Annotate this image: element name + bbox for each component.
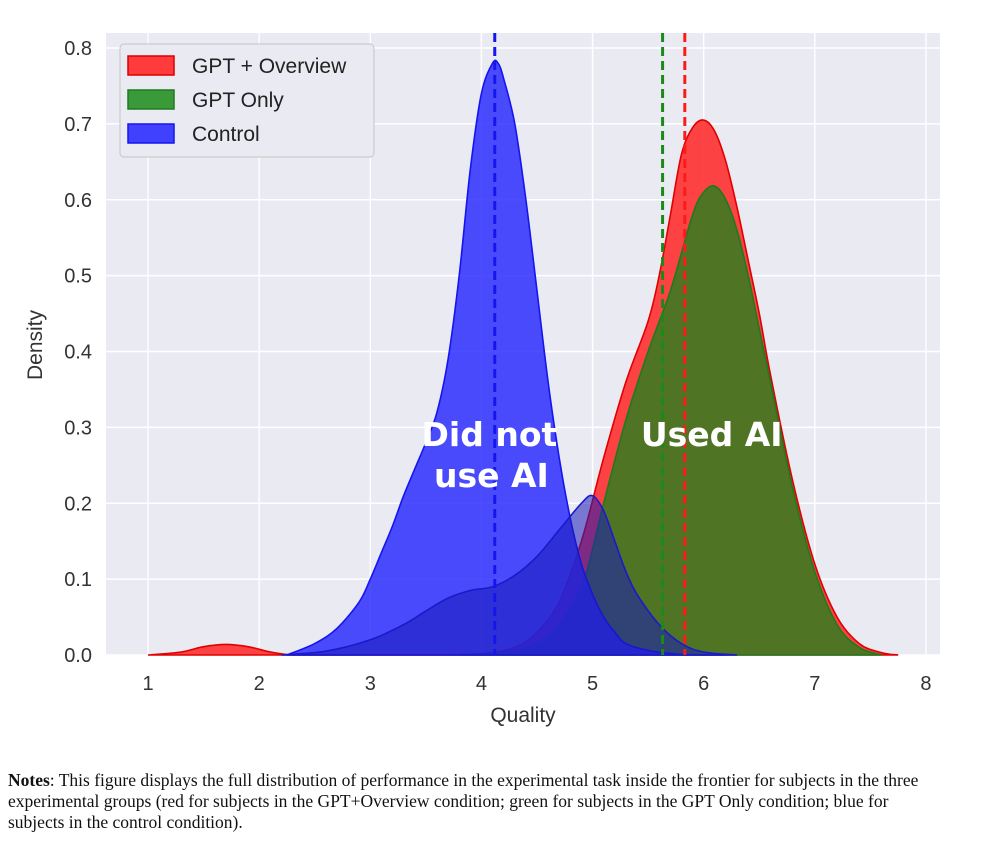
x-tick-label: 7 [809, 673, 820, 695]
y-tick-label: 0.6 [64, 190, 92, 212]
y-tick-label: 0.2 [64, 493, 92, 515]
legend-box [119, 43, 375, 158]
x-axis-label: Quality [490, 704, 556, 727]
x-tick-label: 8 [920, 673, 931, 695]
y-tick-label: 0.8 [64, 38, 92, 60]
y-tick-label: 0.4 [64, 342, 92, 364]
y-tick-label: 0.1 [64, 569, 92, 591]
annotation-line-1: Did not [422, 415, 558, 454]
x-tick-label: 2 [254, 673, 265, 695]
legend-swatch [127, 89, 175, 110]
x-tick-label: 6 [698, 673, 709, 695]
y-axis-label: Density [24, 309, 47, 380]
notes-text: : This figure displays the full distribu… [8, 770, 919, 832]
x-tick-label: 5 [587, 673, 598, 695]
x-tick-label: 4 [476, 673, 487, 695]
x-tick-label: 3 [365, 673, 376, 695]
y-tick-labels: 0.0 0.1 0.2 0.3 0.4 0.5 0.6 0.7 0.8 [64, 38, 92, 667]
x-tick-label: 1 [142, 673, 153, 695]
density-areas [147, 59, 899, 656]
annotation-line-2: use AI [434, 456, 549, 495]
y-tick-label: 0.3 [64, 417, 92, 439]
legend: GPT + Overview GPT Only Control [119, 43, 375, 158]
x-tick-labels: 1 2 3 4 5 6 7 8 [142, 673, 931, 695]
control-secondary-area [281, 494, 738, 656]
legend-label: Control [192, 123, 260, 146]
annotation-line-1: Used AI [641, 415, 783, 454]
density-chart: 1 2 3 4 5 6 7 8 0.0 0.1 0.2 0.3 0.4 0.5 0.6 0.7 0.8 Qua… [24, 33, 940, 727]
notes-label: Notes [8, 770, 50, 790]
legend-swatch [127, 55, 175, 76]
legend-swatch [127, 123, 175, 144]
y-tick-label: 0.0 [64, 645, 92, 667]
mean-lines [493, 33, 687, 655]
y-tick-label: 0.5 [64, 266, 92, 288]
y-tick-label: 0.7 [64, 114, 92, 136]
legend-label: GPT Only [192, 89, 284, 112]
legend-label: GPT + Overview [192, 55, 347, 78]
figure-notes: Notes: This figure displays the full dis… [8, 770, 928, 833]
